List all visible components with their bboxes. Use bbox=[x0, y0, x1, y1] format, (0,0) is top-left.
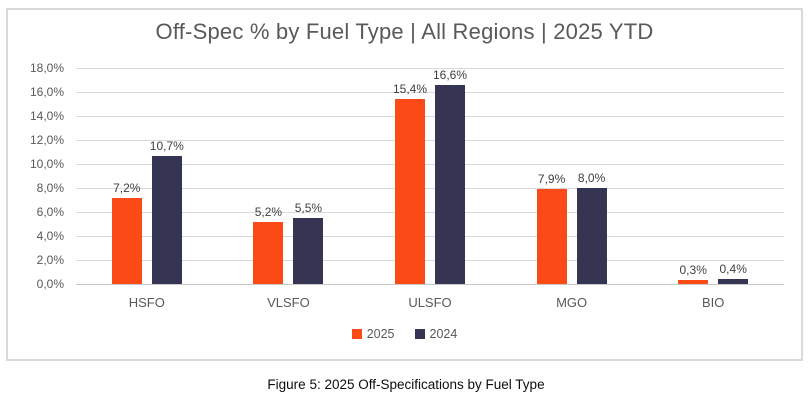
x-axis-category-label: BIO bbox=[701, 295, 725, 310]
bar-2025-vlsfo: 5,2% bbox=[253, 205, 284, 284]
x-axis-category-label: ULSFO bbox=[408, 295, 452, 310]
y-axis-tick-label: 14,0% bbox=[29, 109, 64, 123]
y-axis-tick-label: 18,0% bbox=[29, 61, 64, 75]
legend-swatch-2025 bbox=[351, 329, 362, 339]
y-axis-tick-label: 0,0% bbox=[36, 277, 64, 291]
bar-2025-ulsfo: 15,4% bbox=[393, 82, 427, 284]
bar-value-label: 0,3% bbox=[679, 263, 707, 278]
bar-value-label: 5,2% bbox=[254, 204, 283, 219]
gridline bbox=[76, 259, 784, 261]
y-axis-tick-label: 12,0% bbox=[29, 133, 64, 147]
chart-card: Off-Spec % by Fuel Type | All Regions | … bbox=[6, 8, 803, 361]
legend: 2025 2024 bbox=[8, 327, 801, 341]
chart-title: Off-Spec % by Fuel Type | All Regions | … bbox=[155, 19, 654, 44]
gridline bbox=[76, 187, 784, 189]
y-axis-tick-label: 2,0% bbox=[36, 253, 64, 267]
bar-value-label: 10,7% bbox=[149, 138, 184, 153]
bar-2024-vlsfo: 5,5% bbox=[293, 201, 324, 284]
bar-2024-bio: 0,4% bbox=[718, 262, 749, 284]
x-axis-category-label: HSFO bbox=[128, 295, 165, 310]
legend-item-2025: 2025 bbox=[351, 327, 395, 341]
bar-value-label: 8,0% bbox=[577, 171, 606, 185]
legend-swatch-2024 bbox=[414, 329, 425, 339]
y-axis-tick-label: 8,0% bbox=[36, 181, 64, 195]
plot-area: 7,2% 10,7% 5,2% 5,5% 15,4% 16,6% 7,9% 8,0% 0,3% 0… bbox=[76, 67, 784, 285]
x-axis-category-label: VLSFO bbox=[267, 295, 310, 310]
x-axis-category-label: MGO bbox=[556, 295, 588, 310]
y-axis-tick-label: 16,0% bbox=[29, 85, 64, 99]
gridline bbox=[76, 67, 784, 69]
bar-value-label: 7,9% bbox=[537, 172, 566, 187]
figure-caption: Figure 5: 2025 Off-Specifications by Fue… bbox=[267, 377, 545, 392]
gridline bbox=[76, 139, 784, 141]
bar-value-label: 0,4% bbox=[719, 262, 747, 277]
gridline bbox=[76, 235, 784, 237]
bar-value-label: 15,4% bbox=[392, 82, 427, 97]
bar-2025-hsfo: 7,2% bbox=[111, 181, 142, 284]
bar-value-label: 5,5% bbox=[294, 201, 323, 215]
legend-label-2024: 2024 bbox=[429, 327, 458, 341]
legend-label-2025: 2025 bbox=[366, 327, 395, 341]
bar-2024-ulsfo: 16,6% bbox=[433, 68, 467, 284]
bar-2025-mgo: 7,9% bbox=[536, 172, 567, 284]
bar-2025-bio: 0,3% bbox=[678, 263, 709, 284]
y-axis-tick-label: 10,0% bbox=[29, 157, 64, 171]
bar-2024-mgo: 8,0% bbox=[576, 171, 607, 284]
bar-group-vlsfo: 5,2% 5,5% bbox=[218, 68, 360, 284]
y-axis-tick-label: 6,0% bbox=[36, 205, 64, 219]
bar-group-hsfo: 7,2% 10,7% bbox=[76, 68, 218, 284]
y-axis-tick-label: 4,0% bbox=[36, 229, 64, 243]
bar-group-ulsfo: 15,4% 16,6% bbox=[359, 68, 501, 284]
gridline bbox=[76, 283, 784, 285]
bar-group-bio: 0,3% 0,4% bbox=[642, 68, 784, 284]
legend-item-2024: 2024 bbox=[414, 327, 458, 341]
bar-group-mgo: 7,9% 8,0% bbox=[501, 68, 643, 284]
gridline bbox=[76, 91, 784, 93]
bar-2024-hsfo: 10,7% bbox=[150, 139, 184, 284]
gridline bbox=[76, 163, 784, 165]
gridline bbox=[76, 115, 784, 117]
gridline bbox=[76, 211, 784, 213]
bar-value-label: 7,2% bbox=[113, 180, 141, 195]
bar-value-label: 16,6% bbox=[432, 67, 467, 82]
